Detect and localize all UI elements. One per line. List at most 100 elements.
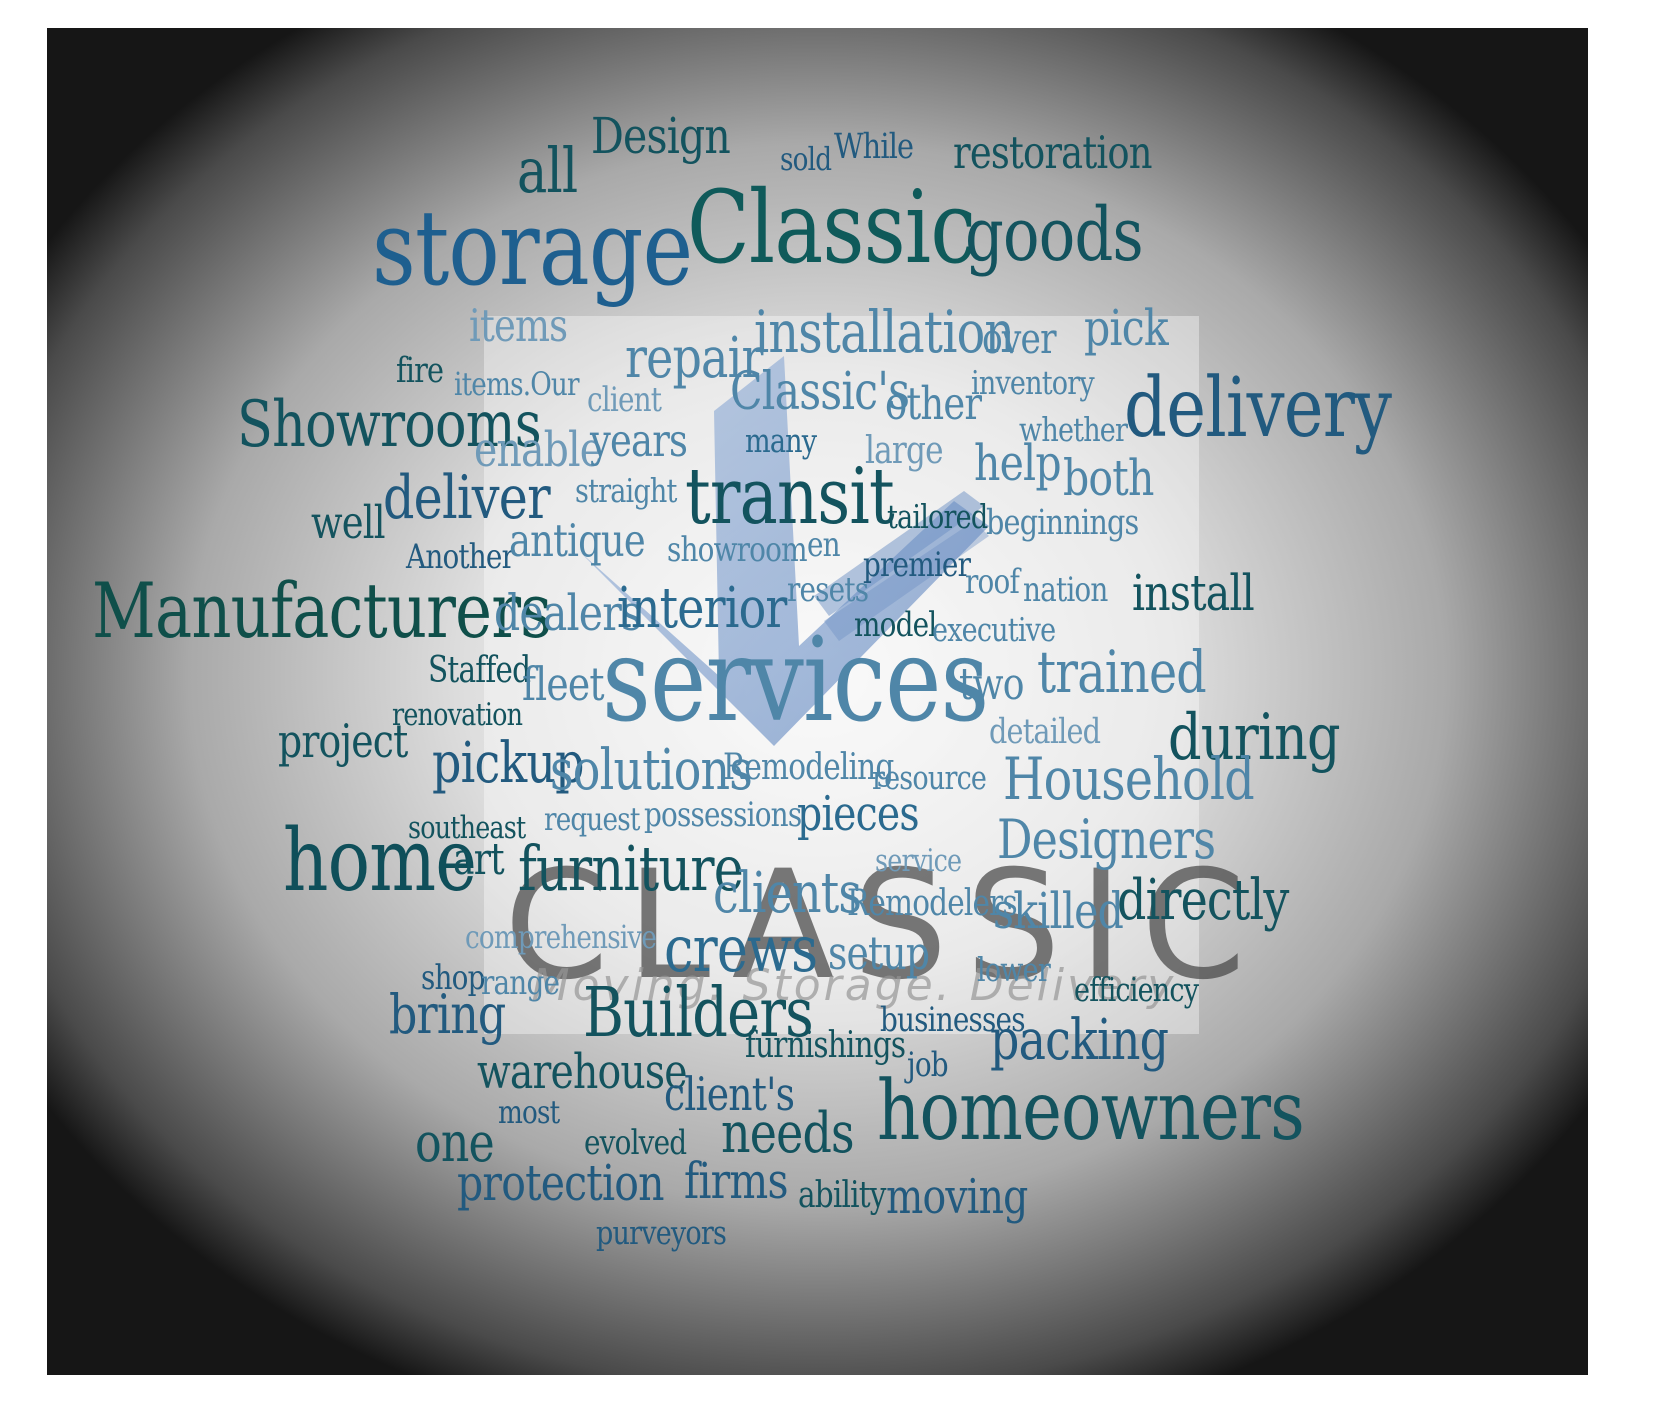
word-deliver: deliver (383, 463, 551, 533)
word-pick: pick (1084, 299, 1169, 357)
word-lower: lower (977, 950, 1051, 989)
word-businesses: businesses (880, 1000, 1026, 1040)
word-household: Household (1003, 745, 1255, 813)
word-installation: installation (754, 298, 1015, 366)
word-showroom: showroom (667, 530, 808, 570)
word-interior: interior (617, 576, 787, 641)
word-roof: roof (965, 562, 1020, 602)
word-remodelers: Remodelers (847, 883, 1018, 924)
word-directly: directly (1117, 868, 1289, 933)
word-showrooms: Showrooms (237, 388, 542, 462)
word-crews: crews (664, 913, 818, 987)
word-furniture: furniture (518, 832, 744, 905)
word-firms: firms (684, 1152, 789, 1210)
word-clients-possessive: client's (664, 1067, 795, 1121)
word-beginnings: beginnings (986, 503, 1139, 543)
word-builders: Builders (583, 974, 814, 1053)
word-transit: transit (685, 452, 895, 542)
word-request: request (544, 800, 640, 838)
word-resets: resets (787, 570, 869, 610)
word-all: all (517, 134, 578, 207)
word-job: job (907, 1045, 949, 1085)
word-manufacturers: Manufacturers (92, 566, 552, 655)
word-enable: enable (474, 422, 603, 478)
word-southeast: southeast (408, 810, 526, 846)
word-another: Another (406, 537, 515, 577)
word-skilled: skilled (993, 882, 1124, 940)
word-executive: executive (932, 610, 1056, 649)
word-warehouse: warehouse (477, 1044, 688, 1100)
word-restoration: restoration (953, 126, 1153, 179)
logo-tagline: Moving. Storage. Delivery (531, 960, 1177, 1011)
word-help: help (974, 434, 1062, 492)
word-goods: goods (965, 192, 1144, 278)
word-designers: Designers (997, 808, 1216, 871)
word-art: art (453, 834, 505, 885)
word-home: home (283, 811, 477, 911)
word-two: two (959, 659, 1024, 710)
word-during: during (1168, 701, 1341, 775)
word-both: both (1063, 449, 1154, 507)
word-repair: repair (625, 326, 763, 391)
word-shop: shop (421, 958, 485, 998)
word-most: most (498, 1093, 560, 1131)
word-staffed: Staffed (428, 650, 531, 691)
word-efficiency: efficiency (1074, 970, 1199, 1009)
word-purveyors: purveyors (596, 1213, 727, 1252)
word-classic: Classic (687, 169, 976, 286)
word-classics: Classic's (730, 362, 910, 422)
word-furnishings: furnishings (745, 1025, 906, 1066)
word-pieces: pieces (797, 786, 920, 842)
word-resource: resource (872, 758, 987, 797)
word-packing: packing (990, 1008, 1169, 1073)
word-antique: antique (509, 514, 646, 567)
word-bring: bring (389, 983, 506, 1046)
word-large: large (865, 428, 944, 472)
word-one: one (415, 1111, 495, 1174)
word-pickup: pickup (432, 731, 584, 796)
word-client: client (587, 380, 662, 420)
word-solutions: solutions (550, 738, 753, 803)
word-nation: nation (1023, 570, 1108, 610)
word-whether: whether (1019, 410, 1128, 449)
word-homeowners: homeowners (877, 1064, 1305, 1159)
word-fleet: fleet (522, 657, 605, 711)
word-many: many (745, 421, 817, 460)
word-trained: trained (1037, 638, 1207, 706)
word-fire: fire (396, 351, 444, 391)
word-project: project (278, 714, 408, 768)
logo-background-panel: CLASSIC Moving. Storage. Delivery (484, 316, 1264, 1034)
word-cloud-canvas: CLASSIC Moving. Storage. Delivery Design… (47, 28, 1588, 1375)
word-sold: sold (780, 140, 832, 178)
word-premier: premier (863, 545, 971, 585)
word-storage: storage (372, 187, 693, 309)
word-en: en (807, 525, 841, 565)
word-tailored: tailored (887, 497, 988, 536)
word-range: range (481, 963, 560, 1003)
word-install: install (1132, 564, 1255, 622)
word-model: model (854, 605, 937, 645)
word-evolved: evolved (584, 1123, 687, 1163)
logo-wordmark: CLASSIC (504, 839, 1264, 1013)
word-service: service (875, 843, 962, 879)
word-other: other (885, 377, 982, 430)
word-renovation: renovation (392, 697, 523, 733)
word-items-our: items.Our (454, 365, 580, 403)
word-inventory: inventory (971, 363, 1095, 402)
word-possessions: possessions (644, 795, 802, 835)
checkmark-logo-icon (579, 356, 989, 746)
word-clients: clients (713, 861, 862, 926)
word-needs: needs (721, 1101, 855, 1166)
word-years: years (590, 414, 688, 467)
word-over: over (982, 314, 1057, 363)
word-delivery: delivery (1124, 361, 1392, 456)
word-services: services (602, 613, 989, 748)
word-dealers: dealers (494, 584, 642, 642)
word-remodeling: Remodeling (723, 747, 894, 788)
word-while: While (834, 127, 914, 167)
word-straight: straight (575, 471, 677, 510)
word-protection: protection (457, 1154, 665, 1212)
word-items: items (469, 299, 568, 352)
word-well: well (311, 496, 386, 549)
word-detailed: detailed (989, 712, 1101, 752)
